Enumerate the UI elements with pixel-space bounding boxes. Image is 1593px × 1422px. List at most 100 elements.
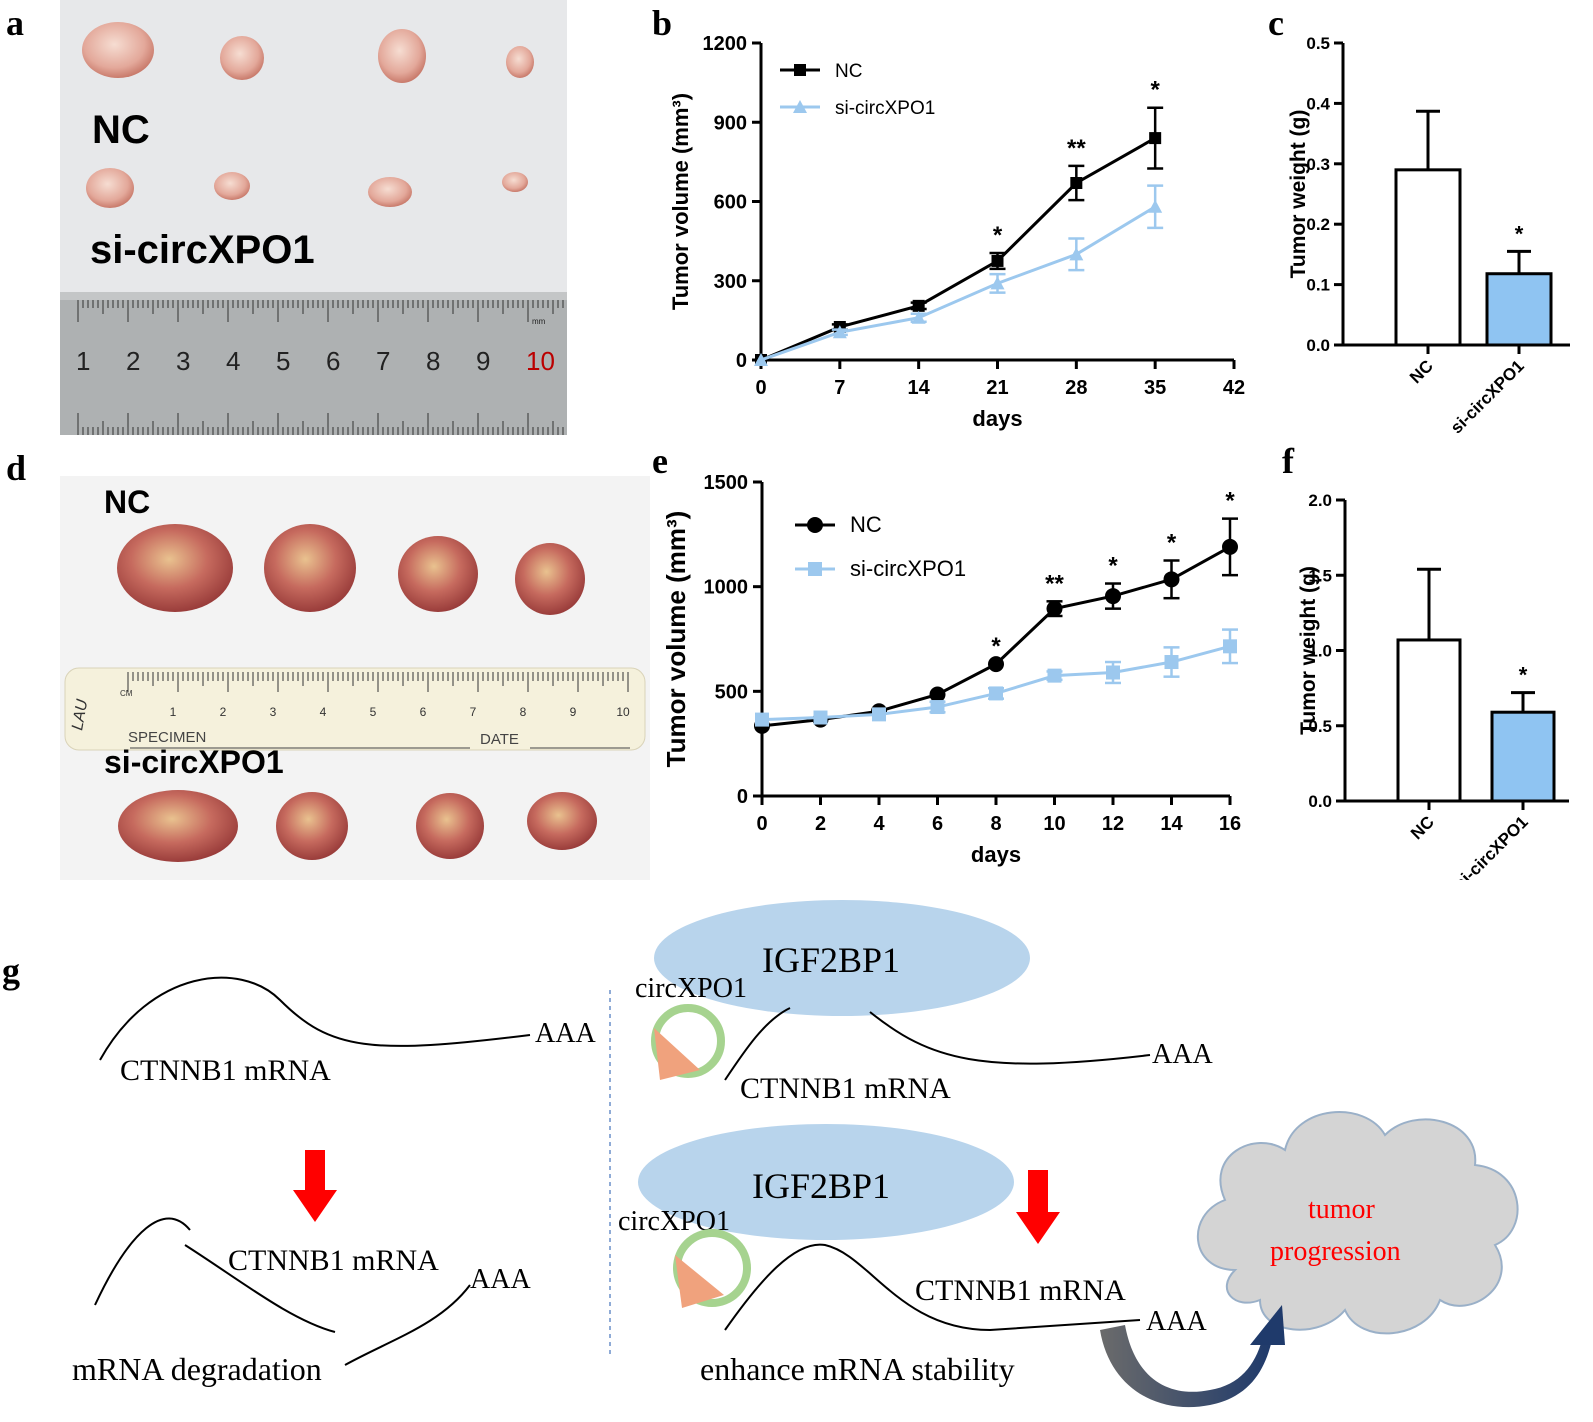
- ruler-d-number: 6: [420, 705, 427, 719]
- ruler-d-number: 9: [570, 705, 577, 719]
- y-tick-label: 0: [736, 350, 747, 372]
- panel-letter-f: f: [1282, 441, 1294, 481]
- tumor-photo-d: 1 2 3 4 5 6 7 8 9 10 CM LAU SPECIMEN DATE NC si-c…: [60, 476, 650, 880]
- igf2bp1-ellipse-top: [654, 900, 1030, 1016]
- legend-label: NC: [850, 512, 882, 537]
- y-tick-label: 0.1: [1306, 276, 1330, 295]
- ruler-d-date: DATE: [480, 731, 519, 748]
- tumor-photo-a: mm 1 2 3 4 5 6 7 8 9 10 NC si-circXPO1: [60, 0, 567, 435]
- y-tick-label: 500: [715, 681, 748, 703]
- mrna-intact-line: [99, 976, 531, 1061]
- outcome-line-1: tumor: [1308, 1194, 1376, 1225]
- label-si-a: si-circXPO1: [90, 228, 315, 272]
- chart-f: 0.0 0.5 1.0 1.5 2.0 Tumor weight (g) NC si-circ…: [1297, 491, 1569, 880]
- mrna-fragment-3: [344, 1284, 471, 1366]
- tumor-row-si: [86, 168, 528, 208]
- tumor-row-si-d: [118, 790, 597, 862]
- legend-label: si-circXPO1: [850, 556, 966, 581]
- legend-marker: [793, 100, 807, 113]
- mrna-fragment-1: [94, 1217, 191, 1306]
- legend-label: si-circXPO1: [835, 98, 935, 119]
- x-tick-label: 4: [873, 813, 885, 835]
- ruler-a-number: 7: [376, 346, 390, 376]
- ruler-a-number: 6: [326, 346, 340, 376]
- x-tick-label: 10: [1043, 813, 1065, 835]
- y-tick-label: 1200: [703, 33, 748, 55]
- y-tick-label: 0.0: [1306, 336, 1330, 355]
- data-point: [988, 656, 1004, 673]
- ruler-d-number: 8: [520, 705, 527, 719]
- y-tick-label: 0.0: [1308, 792, 1332, 811]
- bar-nc: [1394, 168, 1462, 347]
- igf2bp1-ellipse-bottom: [638, 1124, 1014, 1240]
- chart-e: 0 2 4 6 8 10 12 14 16 0 500 1000 1500 days Tumor volum…: [661, 472, 1241, 867]
- data-point: [813, 710, 828, 725]
- tumor-row-nc-d: [117, 524, 585, 615]
- data-point: [990, 276, 1005, 290]
- significance-mark: *: [1225, 488, 1235, 515]
- stability-label: enhance mRNA stability: [700, 1351, 1015, 1387]
- x-tick-label: 0: [755, 377, 766, 399]
- red-arrow-right: [1016, 1170, 1060, 1244]
- y-tick-label: 1000: [704, 577, 749, 599]
- ruler-d: [64, 667, 646, 751]
- mrna-label-degraded: CTNNB1 mRNA: [228, 1244, 439, 1277]
- ruler-d-number: 2: [220, 705, 227, 719]
- significance-mark: *: [1108, 553, 1118, 580]
- outcome-line-2: progression: [1270, 1236, 1401, 1267]
- label-si-d: si-circXPO1: [104, 744, 284, 780]
- ruler-d-unit: CM: [120, 689, 133, 698]
- data-point: [1047, 668, 1062, 683]
- mrna-fragment-2: [184, 1244, 336, 1333]
- bar-si: [1490, 710, 1556, 803]
- igf2bp1-label-bottom: IGF2BP1: [752, 1166, 890, 1206]
- significance-mark: **: [1067, 135, 1086, 162]
- panel-letter-a: a: [6, 3, 24, 43]
- data-point: [930, 700, 945, 715]
- data-point: [1105, 588, 1121, 605]
- mrna-label-left: CTNNB1 mRNA: [120, 1054, 331, 1087]
- ruler-a-number: 1: [76, 346, 90, 376]
- ruler-d-number: 1: [170, 705, 177, 719]
- y-axis-title: Tumor volume (mm³): [668, 93, 693, 310]
- x-tick-label: 42: [1223, 377, 1245, 399]
- legend-marker: [808, 562, 822, 576]
- chart-c: 0.0 0.1 0.2 0.3 0.4 0.5 Tumor weight (g) NC si-c…: [1287, 34, 1570, 437]
- significance-mark: **: [1045, 570, 1064, 597]
- significance-mark: *: [993, 222, 1003, 249]
- ruler-d-number: 3: [270, 705, 277, 719]
- data-point: [1046, 600, 1063, 617]
- x-tick-label: 7: [834, 377, 845, 399]
- ruler-a-unit: mm: [532, 317, 546, 326]
- x-tick-label: si-circXPO1: [1451, 812, 1532, 880]
- legend-label: NC: [835, 61, 862, 82]
- ruler-d-specimen: SPECIMEN: [128, 729, 206, 746]
- ruler-a: [60, 292, 567, 435]
- data-point: [1223, 639, 1237, 654]
- ruler-d-number: 4: [320, 705, 327, 719]
- x-tick-label: 0: [756, 813, 767, 835]
- ruler-a-number: 4: [226, 346, 240, 376]
- data-point: [1149, 132, 1162, 145]
- x-tick-label: si-circXPO1: [1447, 356, 1528, 437]
- panel-letter-b: b: [652, 3, 673, 43]
- mrna-label-right-top: CTNNB1 mRNA: [740, 1072, 951, 1105]
- panel-letter-d: d: [6, 448, 27, 488]
- y-tick-label: 0: [737, 786, 748, 808]
- ruler-d-brand: LAU: [69, 698, 91, 732]
- x-tick-label: 28: [1065, 377, 1087, 399]
- ruler-a-number: 9: [476, 346, 490, 376]
- significance-mark: *: [1167, 530, 1177, 557]
- y-tick-label: 0.5: [1306, 34, 1330, 53]
- x-tick-label: 6: [932, 813, 943, 835]
- x-axis-title: days: [972, 406, 1022, 431]
- red-arrow-left: [293, 1150, 337, 1222]
- ruler-d-number: 7: [470, 705, 477, 719]
- y-tick-label: 2.0: [1308, 491, 1332, 510]
- circxpo1-ring-bottom: [673, 1229, 751, 1308]
- mrna-protected-line-bottom: [724, 1243, 1141, 1332]
- x-tick-label: 35: [1144, 377, 1166, 399]
- data-point: [832, 325, 847, 339]
- x-tick-label: 2: [815, 813, 826, 835]
- data-point: [1070, 177, 1083, 190]
